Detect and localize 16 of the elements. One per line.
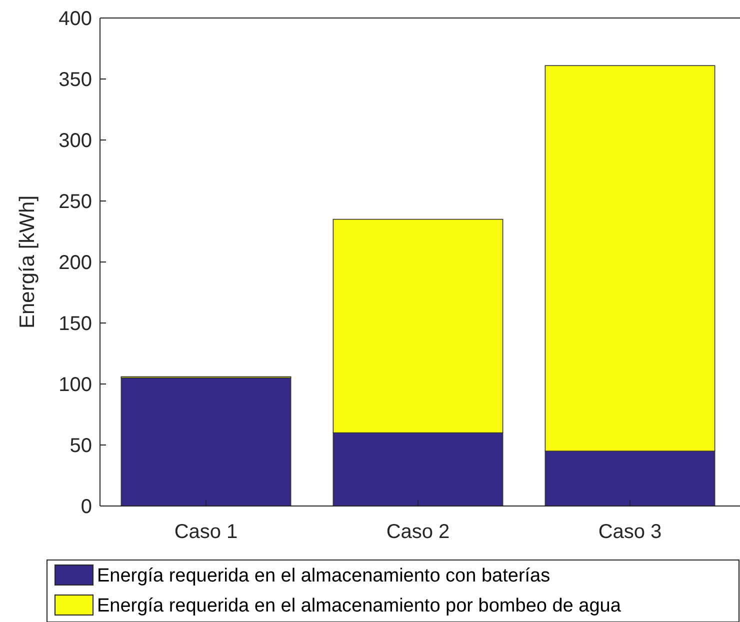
y-tick-label: 300 — [58, 130, 92, 152]
y-tick-label: 0 — [80, 496, 92, 518]
y-tick-label: 350 — [58, 69, 92, 91]
bar — [120, 378, 292, 506]
y-tick-label: 200 — [58, 252, 92, 274]
y-tick-label: 100 — [58, 374, 92, 396]
x-tick-label: Caso 3 — [598, 521, 662, 543]
y-tick-label: 400 — [58, 8, 92, 30]
y-tick-label: 250 — [58, 191, 92, 213]
y-tick-label: 150 — [58, 313, 92, 335]
x-tick-label: Caso 1 — [174, 521, 238, 543]
legend-label: Energía requerida en el almacenamiento por bombeo de agua — [97, 596, 622, 617]
y-tick-label: 50 — [70, 435, 92, 457]
legend-label: Energía requerida en el almacenamiento con baterías — [97, 566, 550, 587]
y-axis-title: Energía [kWh] — [16, 195, 39, 329]
x-tick-label: Caso 2 — [386, 521, 450, 543]
